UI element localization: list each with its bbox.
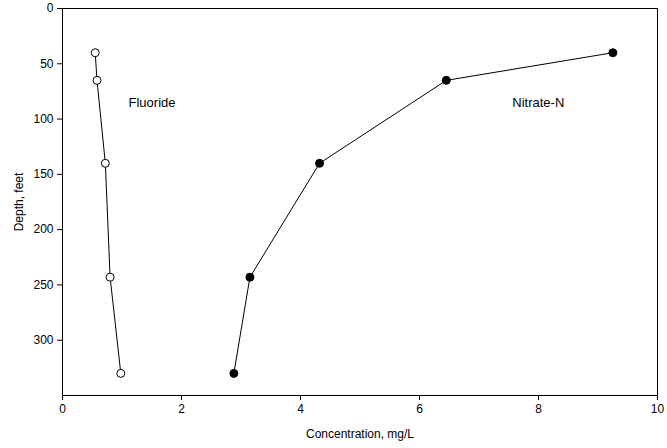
svg-text:250: 250 xyxy=(33,278,53,292)
svg-text:100: 100 xyxy=(33,112,53,126)
svg-text:4: 4 xyxy=(297,402,304,416)
svg-text:6: 6 xyxy=(416,402,423,416)
svg-text:2: 2 xyxy=(178,402,185,416)
svg-text:8: 8 xyxy=(535,402,542,416)
svg-text:0: 0 xyxy=(59,402,66,416)
svg-text:Fluoride: Fluoride xyxy=(129,95,176,110)
svg-text:150: 150 xyxy=(33,167,53,181)
svg-text:200: 200 xyxy=(33,222,53,236)
svg-text:Concentration, mg/L: Concentration, mg/L xyxy=(306,427,414,441)
svg-text:50: 50 xyxy=(40,57,54,71)
svg-text:Nitrate-N: Nitrate-N xyxy=(512,95,564,110)
svg-text:10: 10 xyxy=(651,402,665,416)
svg-text:300: 300 xyxy=(33,333,53,347)
svg-text:Depth, feet: Depth, feet xyxy=(12,172,26,231)
svg-text:0: 0 xyxy=(47,1,54,15)
